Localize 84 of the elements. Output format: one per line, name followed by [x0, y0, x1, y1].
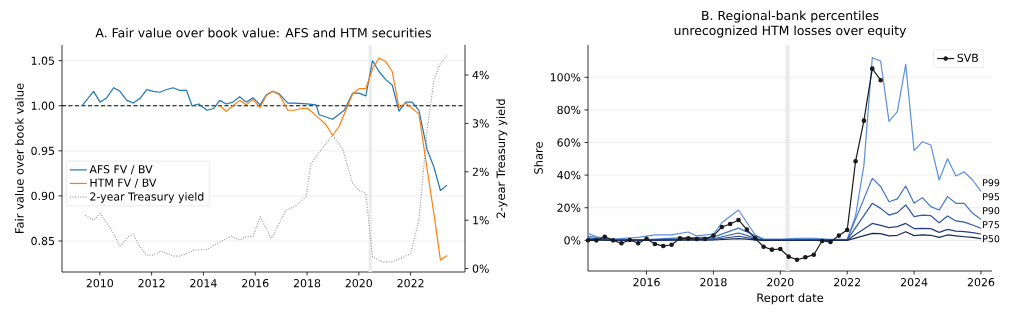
series-label: P95	[983, 193, 1000, 201]
y-tick-label: 0.90	[31, 191, 55, 201]
x-tick-label: 2018	[293, 279, 321, 288]
point	[702, 236, 708, 242]
line-series	[84, 54, 448, 263]
point	[853, 158, 858, 164]
point	[869, 66, 875, 71]
x-tick-label: 2012	[138, 279, 165, 288]
point	[686, 236, 691, 241]
y-tick-label: 0%	[564, 236, 581, 245]
y2-tick-label: 4%	[472, 70, 489, 80]
y-tick-label: 80%	[557, 105, 581, 115]
legend-label: SVB	[957, 53, 978, 62]
point	[594, 238, 599, 243]
point	[844, 227, 850, 233]
x-tick-label: 2010	[86, 279, 114, 288]
point	[694, 236, 699, 242]
chart-subtitle: unrecognized HTM losses over equity	[674, 25, 907, 38]
point	[778, 246, 783, 252]
point	[769, 247, 775, 252]
series-label: P75	[983, 221, 1000, 229]
point	[711, 233, 716, 238]
y-tick-label: 100%	[550, 73, 581, 82]
y2-tick-label: 2%	[472, 167, 489, 176]
line-series	[81, 60, 448, 192]
point	[861, 118, 867, 123]
point	[819, 238, 825, 244]
x-axis-title: Report date	[757, 293, 824, 305]
x-tick-label: 2016	[242, 279, 269, 288]
point	[761, 244, 766, 249]
point	[836, 233, 842, 238]
x-tick-label: 2022	[397, 279, 424, 288]
x-tick-label: 2024	[900, 278, 928, 287]
chart-title: B. Regional-bank percentiles	[702, 10, 879, 23]
point	[794, 257, 800, 263]
point	[627, 237, 633, 243]
point	[669, 242, 674, 248]
x-tick-label: 2016	[633, 278, 660, 287]
point	[610, 238, 616, 243]
x-tick-label: 2020	[345, 279, 373, 288]
x-tick-label: 2018	[700, 278, 727, 287]
point	[828, 239, 833, 245]
point	[660, 243, 666, 249]
y-axis-title: Share	[533, 142, 543, 174]
point	[803, 255, 808, 260]
y-tick-label: 0.95	[31, 146, 55, 155]
x-tick-label: 2014	[190, 279, 217, 288]
point	[635, 240, 641, 246]
y2-axis-title: 2-year Treasury yield	[496, 99, 508, 218]
y-tick-label: 1.00	[31, 101, 55, 110]
point	[736, 217, 741, 223]
y-tick-label: 20%	[557, 203, 581, 212]
y-tick-label: 60%	[557, 138, 581, 147]
point	[585, 238, 591, 243]
point	[786, 254, 791, 259]
point	[602, 234, 608, 240]
chart-title: A. Fair value over book value: AFS and HTM securities	[95, 27, 432, 38]
point	[719, 224, 725, 230]
point	[727, 221, 733, 227]
point	[744, 227, 750, 232]
y2-tick-label: 3%	[472, 119, 489, 128]
point	[878, 77, 883, 83]
legend-label: AFS FV / BV	[89, 165, 153, 175]
y-tick-label: 1.05	[31, 56, 55, 65]
x-tick-label: 2026	[967, 278, 995, 287]
point	[811, 252, 817, 257]
y-axis-title: Fair value over book value	[14, 83, 24, 233]
y2-tick-label: 0%	[472, 264, 489, 273]
y2-tick-label: 1%	[473, 216, 489, 225]
point	[619, 240, 624, 246]
series-label: P99	[983, 179, 1000, 187]
series-label: P90	[983, 207, 1000, 215]
point	[677, 236, 683, 241]
x-tick-label: 2020	[767, 278, 794, 287]
point	[752, 236, 758, 241]
point	[644, 236, 649, 242]
line-series	[219, 57, 448, 261]
x-tick-label: 2022	[834, 278, 861, 287]
series-label: P50	[983, 235, 1000, 243]
legend-label: 2-year Treasury yield	[90, 192, 204, 203]
legend-label: HTM FV / BV	[90, 178, 157, 188]
y-tick-label: 40%	[557, 170, 581, 180]
y-tick-label: 0.85	[31, 236, 55, 246]
point	[652, 241, 658, 247]
